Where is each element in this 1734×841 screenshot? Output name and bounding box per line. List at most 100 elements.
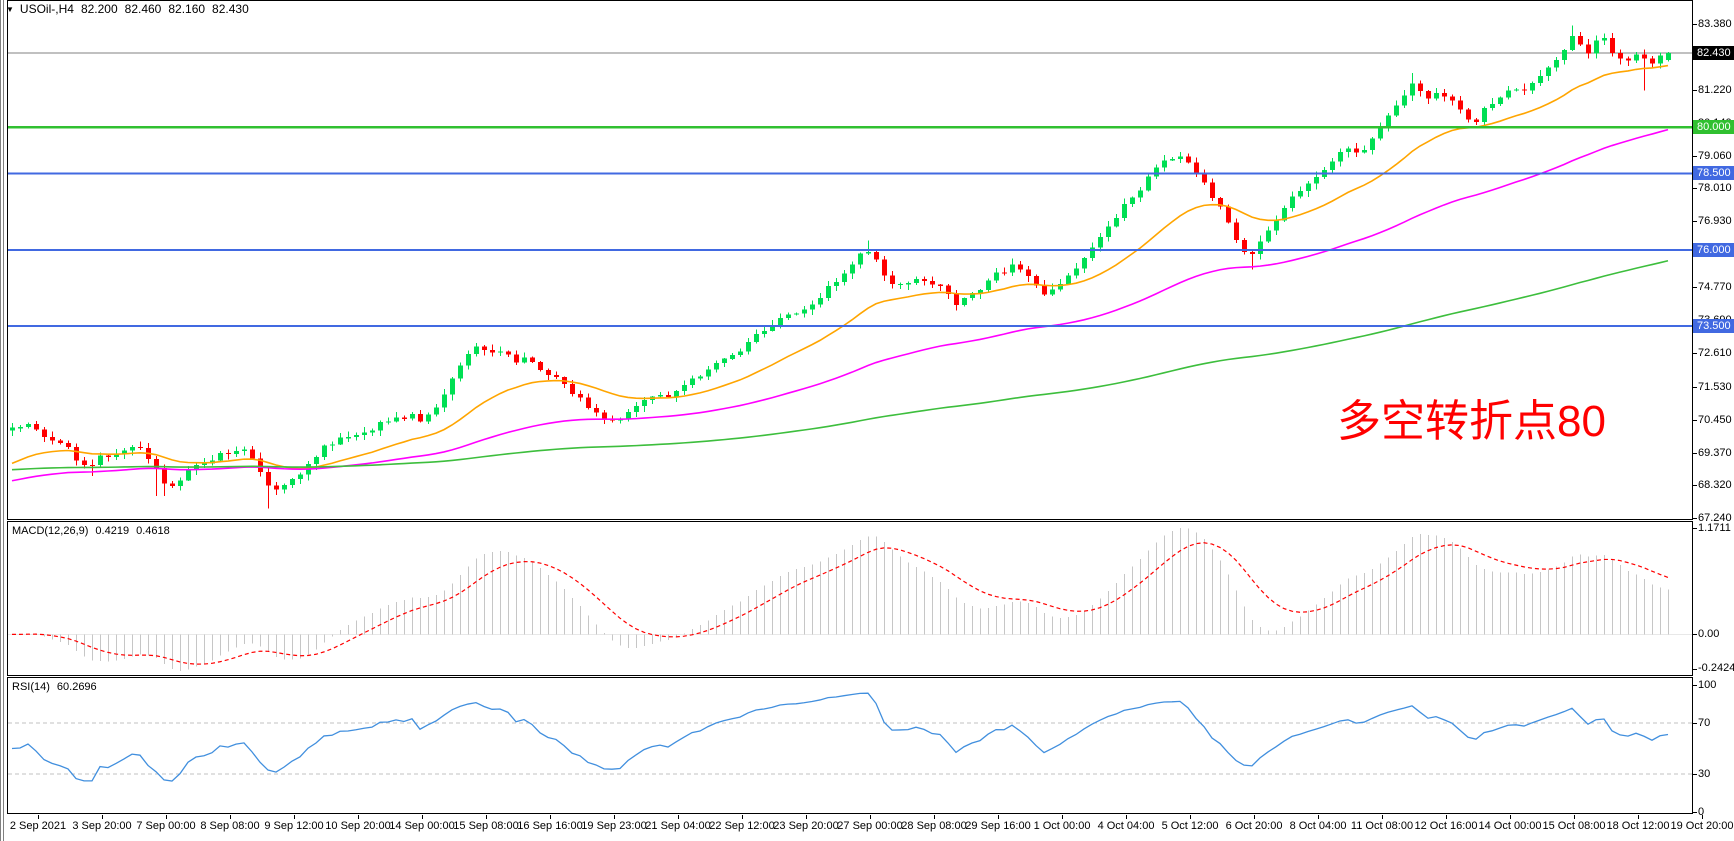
time-axis-tick [1062,815,1063,819]
price-axis-label: 68.320 [1698,479,1732,491]
price-axis-tick [1693,420,1697,421]
level-price-box: 76.000 [1693,243,1734,257]
time-axis-tick [422,815,423,819]
time-axis-label: 18 Oct 12:00 [1606,820,1670,832]
symbol-period: USOil-,H4 [19,2,74,16]
time-axis-tick [358,815,359,819]
time-axis-tick [1382,815,1383,819]
price-axis-tick [1693,188,1697,189]
time-axis-label: 4 Oct 04:00 [1097,820,1155,832]
level-price-box: 73.500 [1693,319,1734,333]
rsi-axis-tick [1693,774,1697,775]
time-axis-label: 15 Sep 08:00 [453,820,519,832]
time-axis-tick [1574,815,1575,819]
price-axis-label: 83.380 [1698,18,1732,30]
time-axis-tick [614,815,615,819]
macd-value-main: 0.4219 [95,525,130,537]
rsi-axis-label: 100 [1698,679,1717,691]
macd-axis-max: 1.1711 [1698,522,1731,534]
time-axis-label: 29 Sep 16:00 [965,820,1031,832]
price-axis-tick [1693,90,1697,91]
price-axis-tick [1693,353,1697,354]
quote-high: 82.460 [124,2,162,16]
macd-axis-zero: 0.00 [1698,628,1720,640]
time-axis[interactable] [7,815,1734,841]
time-axis-label: 28 Sep 08:00 [901,820,967,832]
price-axis-tick [1693,221,1697,222]
price-axis-label: 74.770 [1698,281,1732,293]
macd-label: MACD(12,26,9) 0.4219 0.4618 [12,525,177,537]
chart-ohlc-title: ▼ USOil-,H4 82.200 82.460 82.160 82.430 [4,3,256,16]
level-price-box: 80.000 [1693,120,1734,134]
rsi-axis-label: 70 [1698,717,1711,729]
symbol-dropdown-icon[interactable]: ▼ [6,5,14,14]
time-axis-tick [230,815,231,819]
macd-axis-tick [1693,528,1697,529]
time-axis-tick [1510,815,1511,819]
price-axis-label: 67.240 [1698,512,1732,524]
macd-panel: MACD(12,26,9) 0.4219 0.4618 [7,521,1693,676]
time-axis-tick [806,815,807,819]
price-axis-label: 78.010 [1698,182,1732,194]
time-axis-label: 22 Sep 12:00 [709,820,775,832]
time-axis-label: 14 Sep 00:00 [389,820,455,832]
time-axis-label: 16 Sep 16:00 [517,820,583,832]
rsi-axis-tick [1693,685,1697,686]
time-axis-tick [1126,815,1127,819]
macd-canvas[interactable] [8,522,1692,675]
macd-name: MACD(12,26,9) [12,525,89,537]
rsi-canvas[interactable] [8,678,1692,813]
window-left-edge [0,0,7,841]
macd-value-signal: 0.4618 [136,525,170,537]
time-axis-label: 3 Sep 20:00 [72,820,132,832]
rsi-axis-label: 0 [1698,806,1705,818]
time-axis-label: 2 Sep 2021 [9,820,67,832]
price-axis-label: 70.450 [1698,414,1732,426]
time-axis-label: 14 Oct 00:00 [1478,820,1542,832]
macd-axis-tick [1693,669,1697,670]
rsi-axis-label: 30 [1698,768,1711,780]
level-price-box: 78.500 [1693,166,1734,180]
time-axis-tick [102,815,103,819]
rsi-axis-tick [1693,812,1697,813]
time-axis-label: 19 Oct 20:00 [1670,820,1734,832]
time-axis-tick [1190,815,1191,819]
time-axis-label: 7 Sep 00:00 [136,820,196,832]
time-axis-tick [1638,815,1639,819]
chart-text-annotation[interactable]: 多空转折点80 [1337,397,1606,446]
price-axis-tick [1693,24,1697,25]
time-axis-tick [742,815,743,819]
time-axis-label: 9 Sep 12:00 [264,820,324,832]
price-axis-tick [1693,453,1697,454]
time-axis-label: 12 Oct 16:00 [1414,820,1478,832]
price-chart-canvas[interactable] [8,1,1692,519]
price-axis-label: 71.530 [1698,381,1732,393]
price-axis-tick [1693,485,1697,486]
time-axis-label: 11 Oct 08:00 [1350,820,1414,832]
time-axis-tick [38,815,39,819]
time-axis-label: 21 Sep 04:00 [645,820,711,832]
time-axis-tick [998,815,999,819]
macd-axis-min: -0.2424 [1698,662,1734,674]
quote-low: 82.160 [168,2,206,16]
time-axis-label: 23 Sep 20:00 [773,820,839,832]
price-axis-label: 81.220 [1698,84,1732,96]
rsi-label: RSI(14) 60.2696 [12,681,104,693]
time-axis-label: 5 Oct 12:00 [1161,820,1219,832]
quote-open: 82.200 [80,2,118,16]
time-axis-label: 8 Sep 08:00 [200,820,260,832]
price-axis-tick [1693,518,1697,519]
time-axis-tick [1318,815,1319,819]
time-axis-tick [1446,815,1447,819]
time-axis-tick [1254,815,1255,819]
time-axis-tick [870,815,871,819]
time-axis-label: 15 Oct 08:00 [1542,820,1606,832]
rsi-panel: RSI(14) 60.2696 [7,677,1693,814]
price-axis-label: 72.610 [1698,347,1732,359]
price-chart-panel [7,0,1693,520]
time-axis-tick [934,815,935,819]
current-price-box: 82.430 [1693,46,1734,60]
time-axis-label: 10 Sep 20:00 [325,820,391,832]
rsi-value: 60.2696 [56,681,97,693]
